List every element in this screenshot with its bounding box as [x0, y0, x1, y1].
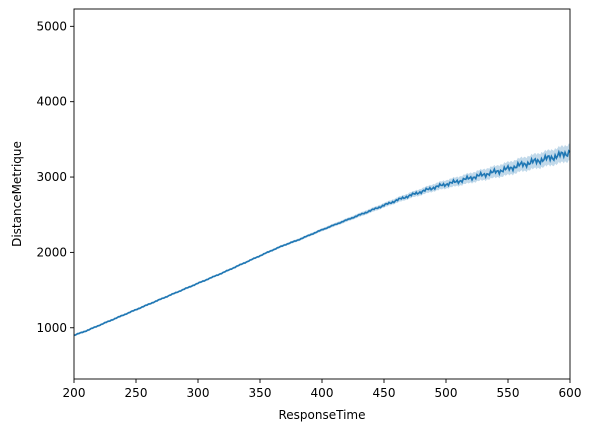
- x-axis-label: ResponseTime: [279, 408, 366, 422]
- x-tick-label: 300: [187, 386, 210, 400]
- x-tick-label: 400: [311, 386, 334, 400]
- y-axis: 1000 2000 3000 4000 5000: [36, 19, 74, 335]
- x-tick-label: 600: [559, 386, 582, 400]
- y-tick-label: 2000: [36, 245, 67, 259]
- x-tick-label: 500: [435, 386, 458, 400]
- y-tick-label: 3000: [36, 170, 67, 184]
- y-tick-label: 5000: [36, 19, 67, 33]
- x-tick-label: 350: [249, 386, 272, 400]
- x-tick-label: 550: [497, 386, 520, 400]
- plot-area: [73, 143, 571, 337]
- plot-frame: [73, 8, 571, 380]
- x-axis: 200 250 300 350 400 450 500 550 600: [63, 379, 582, 400]
- x-tick-label: 200: [63, 386, 86, 400]
- y-tick-label: 4000: [36, 95, 67, 109]
- series-line: [73, 149, 571, 336]
- x-tick-label: 450: [373, 386, 396, 400]
- y-tick-label: 1000: [36, 321, 67, 335]
- x-tick-label: 250: [125, 386, 148, 400]
- y-axis-label: DistanceMetrique: [10, 141, 24, 247]
